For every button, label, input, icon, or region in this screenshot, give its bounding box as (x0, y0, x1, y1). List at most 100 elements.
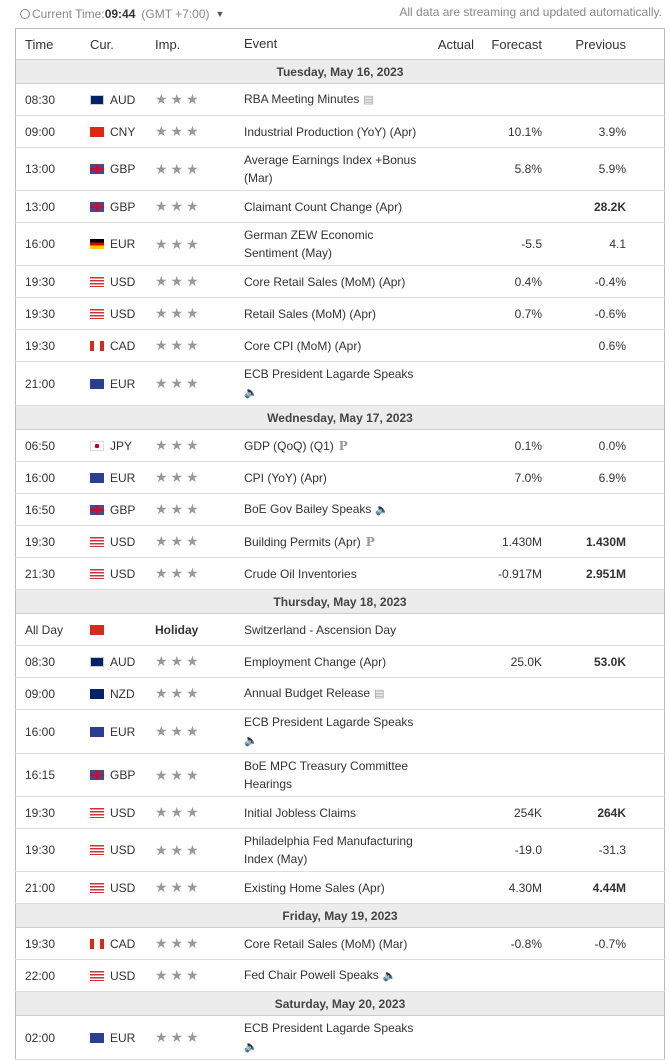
flag-gbp-icon (90, 504, 104, 515)
event-row[interactable]: 08:30 AUD ★★★ Employment Change (Apr) 25… (15, 645, 665, 678)
flag-jpy-icon (90, 440, 104, 451)
currency-code: GBP (110, 199, 136, 214)
economic-calendar-table: Time Cur. Imp. Event Actual Forecast Pre… (15, 28, 665, 1060)
event-row[interactable]: 21:00 EUR ★★★ ECB President Lagarde Spea… (15, 361, 665, 406)
speaker-icon[interactable]: 🔈 (375, 504, 390, 516)
importance-stars-icon: ★★★ (155, 804, 202, 820)
event-name[interactable]: Core Retail Sales (MoM) (Apr) (244, 274, 406, 289)
flag-eur-icon (90, 726, 104, 737)
event-name[interactable]: German ZEW Economic Sentiment (May) (244, 228, 374, 260)
event-name[interactable]: Building Permits (Apr) (244, 534, 361, 549)
actual-value (424, 613, 474, 646)
event-row[interactable]: 13:00 GBP ★★★ Claimant Count Change (Apr… (15, 190, 665, 223)
event-row[interactable]: 19:30 CAD ★★★ Core Retail Sales (MoM) (M… (15, 927, 665, 960)
event-time: 19:30 (15, 796, 90, 829)
previous-value: 4.1 (542, 222, 626, 266)
forecast-value: -0.917M (474, 557, 542, 590)
event-row[interactable]: 16:00 EUR ★★★ ECB President Lagarde Spea… (15, 709, 665, 754)
event-name[interactable]: Core CPI (MoM) (Apr) (244, 338, 362, 353)
event-name[interactable]: Annual Budget Release (244, 686, 371, 700)
actual-value (424, 115, 474, 148)
flag-usd-icon (90, 536, 104, 547)
event-name[interactable]: RBA Meeting Minutes (244, 92, 360, 106)
event-row[interactable]: 21:00 USD ★★★ Existing Home Sales (Apr) … (15, 871, 665, 904)
event-time: 16:50 (15, 493, 90, 526)
document-icon[interactable]: ▤ (363, 94, 374, 106)
event-row[interactable]: 16:00 EUR ★★★ German ZEW Economic Sentim… (15, 222, 665, 266)
event-row[interactable]: 09:00 NZD ★★★ Annual Budget Release ▤ (15, 677, 665, 710)
event-name[interactable]: Claimant Count Change (Apr) (244, 199, 403, 214)
forecast-value: 4.30M (474, 871, 542, 904)
event-name[interactable]: GDP (QoQ) (Q1) (244, 438, 334, 453)
previous-value: 6.9% (542, 461, 626, 494)
actual-value (424, 329, 474, 362)
event-time: 19:30 (15, 525, 90, 558)
speaker-icon[interactable]: 🔈 (244, 387, 258, 399)
forecast-value (474, 493, 542, 526)
speaker-icon[interactable]: 🔈 (244, 1041, 258, 1053)
previous-value: 264K (542, 796, 626, 829)
event-row[interactable]: All Day Holiday Switzerland - Ascension … (15, 613, 665, 646)
event-name[interactable]: Retail Sales (MoM) (Apr) (244, 306, 377, 321)
currency-code: USD (110, 534, 136, 549)
speaker-icon[interactable]: 🔈 (244, 735, 258, 747)
day-date: Friday, May 19, 2023 (15, 903, 665, 928)
event-row[interactable]: 16:00 EUR ★★★ CPI (YoY) (Apr) 7.0% 6.9% (15, 461, 665, 494)
event-row[interactable]: 21:30 USD ★★★ Crude Oil Inventories -0.9… (15, 557, 665, 590)
importance-stars-icon: ★★★ (155, 935, 202, 951)
col-event: Event (244, 28, 424, 60)
currency-code: CNY (110, 124, 136, 139)
event-row[interactable]: 22:00 USD ★★★ Fed Chair Powell Speaks 🔈 (15, 959, 665, 992)
event-time: All Day (15, 613, 90, 646)
event-row[interactable]: 08:30 AUD ★★★ RBA Meeting Minutes ▤ (15, 83, 665, 116)
event-name[interactable]: ECB President Lagarde Speaks (244, 367, 414, 381)
chevron-down-icon[interactable]: ▼ (215, 9, 225, 19)
timezone-selector[interactable]: Current Time: 09:44 (GMT +7:00) ▼ (20, 7, 224, 21)
event-row[interactable]: 19:30 USD ★★★ Philadelphia Fed Manufactu… (15, 828, 665, 872)
currency-code: GBP (110, 768, 136, 782)
event-name[interactable]: Average Earnings Index +Bonus (Mar) (244, 153, 417, 185)
event-row[interactable]: 16:50 GBP ★★★ BoE Gov Bailey Speaks 🔈 (15, 493, 665, 526)
speaker-icon[interactable]: 🔈 (382, 970, 397, 982)
event-name[interactable]: Switzerland - Ascension Day (244, 622, 397, 637)
event-row[interactable]: 09:00 CNY ★★★ Industrial Production (YoY… (15, 115, 665, 148)
importance-stars-icon: ★★★ (155, 879, 202, 895)
previous-value: 4.44M (542, 871, 626, 904)
col-currency: Cur. (90, 28, 155, 60)
event-name[interactable]: Industrial Production (YoY) (Apr) (244, 124, 417, 139)
event-row[interactable]: 06:50 JPY ★★★ GDP (QoQ) (Q1) P 0.1% 0.0% (15, 429, 665, 462)
event-name[interactable]: CPI (YoY) (Apr) (244, 470, 327, 485)
previous-value: -0.7% (542, 927, 626, 960)
document-icon[interactable]: ▤ (374, 688, 385, 700)
event-name[interactable]: Existing Home Sales (Apr) (244, 880, 385, 895)
event-row[interactable]: 16:15 GBP ★★★ BoE MPC Treasury Committee… (15, 753, 665, 797)
event-name[interactable]: ECB President Lagarde Speaks (244, 715, 414, 729)
event-row[interactable]: 02:00 EUR ★★★ ECB President Lagarde Spea… (15, 1015, 665, 1060)
forecast-value: -5.5 (474, 222, 542, 266)
event-time: 16:15 (15, 753, 90, 797)
event-name[interactable]: Initial Jobless Claims (244, 805, 357, 820)
event-row[interactable]: 19:30 USD ★★★ Core Retail Sales (MoM) (A… (15, 265, 665, 298)
previous-value (542, 753, 626, 797)
preliminary-icon[interactable]: P (338, 438, 348, 453)
event-name[interactable]: Philadelphia Fed Manufacturing Index (Ma… (244, 834, 413, 866)
event-name[interactable]: Crude Oil Inventories (244, 566, 357, 581)
day-date: Tuesday, May 16, 2023 (15, 59, 665, 84)
event-name[interactable]: ECB President Lagarde Speaks (244, 1021, 414, 1035)
event-name[interactable]: Core Retail Sales (MoM) (Mar) (244, 936, 408, 951)
event-row[interactable]: 19:30 USD ★★★ Initial Jobless Claims 254… (15, 796, 665, 829)
preliminary-icon[interactable]: P (365, 534, 375, 549)
event-row[interactable]: 19:30 CAD ★★★ Core CPI (MoM) (Apr) 0.6% (15, 329, 665, 362)
previous-value (542, 709, 626, 754)
event-name[interactable]: BoE MPC Treasury Committee Hearings (244, 759, 409, 791)
flag-usd-icon (90, 970, 104, 981)
actual-value (424, 361, 474, 406)
forecast-value (474, 190, 542, 223)
previous-value: 3.9% (542, 115, 626, 148)
event-name[interactable]: Employment Change (Apr) (244, 654, 387, 669)
event-name[interactable]: Fed Chair Powell Speaks (244, 968, 379, 982)
event-row[interactable]: 19:30 USD ★★★ Building Permits (Apr) P 1.… (15, 525, 665, 558)
event-name[interactable]: BoE Gov Bailey Speaks (244, 502, 372, 516)
event-row[interactable]: 19:30 USD ★★★ Retail Sales (MoM) (Apr) 0… (15, 297, 665, 330)
event-row[interactable]: 13:00 GBP ★★★ Average Earnings Index +Bo… (15, 147, 665, 191)
